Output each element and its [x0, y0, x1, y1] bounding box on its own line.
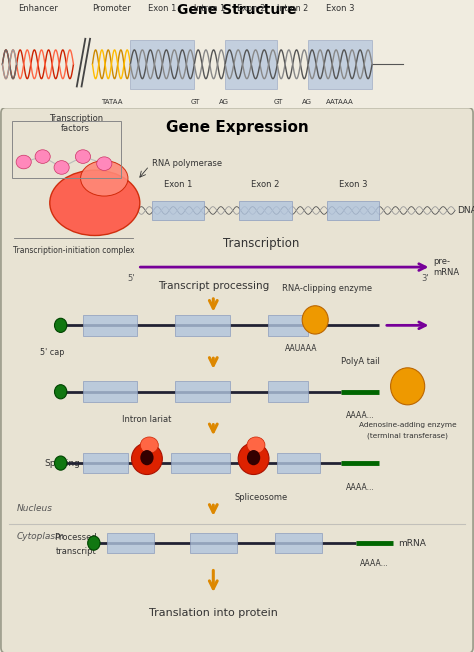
Bar: [130, 40, 194, 89]
Bar: [12, 121, 121, 179]
Text: 3': 3': [421, 274, 429, 282]
Text: GT: GT: [273, 99, 283, 105]
Bar: [277, 452, 320, 473]
Text: DNA: DNA: [457, 206, 474, 215]
Text: Intron 1: Intron 1: [194, 5, 225, 13]
Bar: [175, 381, 230, 402]
Bar: [83, 315, 137, 336]
Text: (terminal transferase): (terminal transferase): [367, 432, 448, 439]
Text: Transcription: Transcription: [49, 114, 103, 123]
Circle shape: [55, 318, 67, 333]
Ellipse shape: [140, 437, 158, 453]
Bar: [171, 452, 230, 473]
Text: Exon 1: Exon 1: [148, 5, 176, 13]
Text: AAUAAA: AAUAAA: [285, 344, 317, 353]
Ellipse shape: [16, 155, 31, 169]
Bar: [275, 533, 322, 554]
Bar: [175, 315, 230, 336]
Text: Splicing: Splicing: [45, 458, 81, 467]
Text: AG: AG: [302, 99, 312, 105]
Circle shape: [247, 450, 260, 466]
Text: Translation into protein: Translation into protein: [149, 608, 278, 618]
Text: AAAA...: AAAA...: [360, 559, 389, 569]
Bar: [308, 40, 372, 89]
Circle shape: [55, 456, 67, 470]
Text: RNA-clipping enzyme: RNA-clipping enzyme: [282, 284, 372, 293]
Ellipse shape: [391, 368, 425, 405]
Text: Intron lariat: Intron lariat: [122, 415, 172, 424]
Text: 5': 5': [128, 274, 135, 282]
Text: AAAA...: AAAA...: [346, 411, 374, 420]
FancyBboxPatch shape: [1, 108, 473, 652]
Bar: [152, 201, 204, 220]
Text: Transcription: Transcription: [222, 237, 299, 250]
Ellipse shape: [97, 157, 112, 170]
Text: Transcript processing: Transcript processing: [158, 281, 269, 291]
Ellipse shape: [75, 150, 91, 164]
Circle shape: [88, 536, 100, 550]
Bar: [268, 381, 308, 402]
Bar: [107, 533, 154, 554]
Bar: [83, 452, 128, 473]
Ellipse shape: [302, 306, 328, 334]
Text: AG: AG: [219, 99, 229, 105]
Text: Exon 3: Exon 3: [339, 180, 367, 189]
Text: Cytoplasm: Cytoplasm: [17, 532, 64, 541]
Text: pre-
mRNA: pre- mRNA: [434, 258, 460, 277]
Text: Promoter: Promoter: [92, 5, 131, 13]
Bar: [268, 315, 308, 336]
Text: Gene Structure: Gene Structure: [177, 3, 297, 18]
Ellipse shape: [35, 150, 50, 164]
Text: RNA polymerase: RNA polymerase: [152, 159, 222, 168]
Bar: [239, 201, 292, 220]
Text: Exon 2: Exon 2: [251, 180, 280, 189]
Bar: [225, 40, 277, 89]
Text: Exon 2: Exon 2: [237, 5, 265, 13]
Bar: [83, 381, 137, 402]
Text: mRNA: mRNA: [398, 539, 426, 548]
Text: Processed: Processed: [55, 533, 97, 542]
Text: TATAA: TATAA: [100, 99, 122, 105]
Ellipse shape: [132, 443, 162, 475]
Text: Intron 2: Intron 2: [277, 5, 308, 13]
Text: Transcription-initiation complex: Transcription-initiation complex: [13, 246, 134, 256]
Text: Gene Expression: Gene Expression: [165, 120, 309, 135]
Ellipse shape: [54, 160, 69, 174]
Bar: [190, 533, 237, 554]
Text: Exon 1: Exon 1: [164, 180, 192, 189]
Text: Spliceosome: Spliceosome: [234, 494, 287, 503]
Circle shape: [55, 385, 67, 399]
Text: 5' cap: 5' cap: [40, 348, 64, 357]
Text: GT: GT: [191, 99, 200, 105]
Text: AAAA...: AAAA...: [346, 483, 374, 492]
Ellipse shape: [247, 437, 265, 453]
Circle shape: [140, 450, 154, 466]
Text: AATAAA: AATAAA: [326, 99, 354, 105]
Text: Adenosine-adding enzyme: Adenosine-adding enzyme: [359, 422, 456, 428]
Text: Enhancer: Enhancer: [18, 5, 58, 13]
Text: PolyA tail: PolyA tail: [341, 357, 380, 366]
Text: factors: factors: [61, 124, 91, 133]
Text: transcript: transcript: [55, 547, 96, 556]
Ellipse shape: [238, 443, 269, 475]
Ellipse shape: [81, 160, 128, 196]
Text: Exon 3: Exon 3: [326, 5, 354, 13]
Bar: [327, 201, 379, 220]
Ellipse shape: [50, 170, 140, 235]
Text: Nucleus: Nucleus: [17, 504, 53, 513]
